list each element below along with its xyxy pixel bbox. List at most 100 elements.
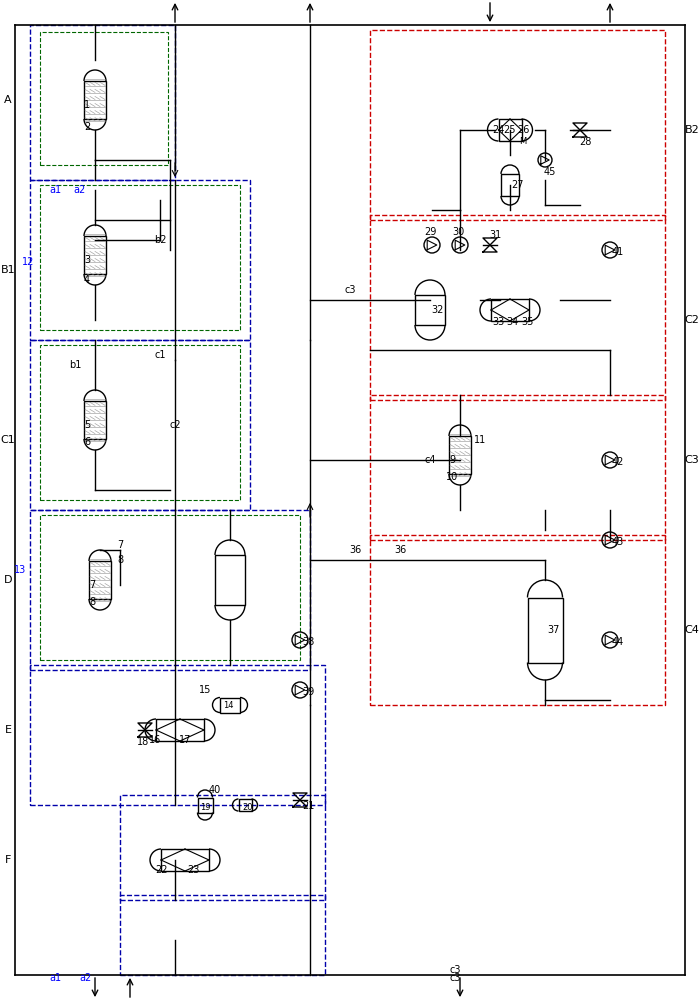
Bar — [370, 395, 665, 540]
Bar — [40, 32, 168, 165]
Text: 8: 8 — [89, 597, 95, 607]
Text: a2: a2 — [79, 973, 91, 983]
Text: 1: 1 — [84, 100, 90, 110]
Text: 19: 19 — [199, 802, 210, 812]
Bar — [30, 340, 250, 510]
Text: 5: 5 — [84, 420, 90, 430]
Text: B2: B2 — [685, 125, 699, 135]
Bar — [84, 81, 106, 119]
Text: A: A — [4, 95, 12, 105]
Bar — [30, 510, 310, 670]
Text: B1: B1 — [1, 265, 15, 275]
Text: b2: b2 — [154, 235, 167, 245]
Bar — [370, 535, 665, 705]
Text: c3: c3 — [449, 973, 461, 983]
Text: 35: 35 — [522, 317, 534, 327]
Text: E: E — [4, 725, 11, 735]
Text: C4: C4 — [685, 625, 699, 635]
Text: 42: 42 — [612, 457, 624, 467]
Text: 2: 2 — [84, 122, 90, 132]
Text: 24: 24 — [492, 125, 504, 135]
Text: 33: 33 — [492, 317, 504, 327]
Text: 29: 29 — [424, 227, 436, 237]
Text: 31: 31 — [489, 230, 501, 240]
Bar — [120, 895, 325, 975]
Bar — [30, 180, 250, 340]
Bar — [84, 236, 106, 274]
Bar — [215, 555, 245, 605]
Text: 16: 16 — [149, 735, 161, 745]
Text: 7: 7 — [117, 540, 123, 550]
Bar — [120, 795, 325, 900]
Bar — [30, 665, 325, 805]
Text: 22: 22 — [155, 865, 168, 875]
Text: 15: 15 — [199, 685, 211, 695]
Text: 6: 6 — [84, 437, 90, 447]
Text: 7: 7 — [89, 580, 95, 590]
Text: b1: b1 — [69, 360, 81, 370]
Bar — [40, 515, 300, 660]
Text: 39: 39 — [302, 687, 314, 697]
Text: 38: 38 — [302, 637, 314, 647]
Text: 10: 10 — [446, 472, 458, 482]
Text: 23: 23 — [187, 865, 199, 875]
Text: 41: 41 — [612, 247, 624, 257]
Text: 11: 11 — [474, 435, 486, 445]
Bar — [370, 30, 665, 220]
Text: 9: 9 — [449, 455, 455, 465]
Text: 32: 32 — [432, 305, 444, 315]
Text: 37: 37 — [547, 625, 559, 635]
Text: 17: 17 — [178, 735, 191, 745]
Text: 21: 21 — [302, 801, 314, 811]
Bar — [528, 597, 563, 662]
Text: 14: 14 — [223, 700, 233, 710]
Text: 36: 36 — [394, 545, 406, 555]
Text: a2: a2 — [74, 185, 86, 195]
Bar — [40, 345, 240, 500]
Text: 34: 34 — [506, 317, 518, 327]
Text: 43: 43 — [612, 537, 624, 547]
Bar — [220, 698, 240, 712]
Text: 44: 44 — [612, 637, 624, 647]
Text: 26: 26 — [517, 125, 529, 135]
Text: 12: 12 — [22, 257, 34, 267]
Bar — [89, 561, 111, 599]
Text: 30: 30 — [452, 227, 464, 237]
Text: 8: 8 — [117, 555, 123, 565]
Bar — [501, 174, 519, 196]
Text: c2: c2 — [169, 420, 181, 430]
Bar — [239, 799, 251, 811]
Bar — [84, 401, 106, 439]
Bar — [40, 185, 240, 330]
Text: 40: 40 — [209, 785, 221, 795]
Bar — [197, 798, 213, 812]
Text: c3: c3 — [344, 285, 356, 295]
Text: 36: 36 — [349, 545, 361, 555]
Bar — [156, 719, 204, 741]
Text: a1: a1 — [49, 185, 61, 195]
Text: 3: 3 — [84, 255, 90, 265]
Text: 20: 20 — [243, 802, 253, 812]
Text: 28: 28 — [579, 137, 592, 147]
Text: c4: c4 — [424, 455, 435, 465]
Bar — [498, 119, 522, 141]
Text: 18: 18 — [137, 737, 149, 747]
Text: 13: 13 — [14, 565, 26, 575]
Text: c1: c1 — [154, 350, 166, 360]
Text: 27: 27 — [511, 180, 524, 190]
Bar — [491, 299, 529, 321]
Text: F: F — [5, 855, 11, 865]
Text: c3: c3 — [449, 965, 461, 975]
Bar — [415, 295, 445, 325]
Text: 25: 25 — [504, 125, 517, 135]
Bar — [370, 215, 665, 400]
Text: a1: a1 — [49, 973, 61, 983]
Text: C2: C2 — [685, 315, 699, 325]
Text: D: D — [4, 575, 13, 585]
Text: M: M — [519, 137, 526, 146]
Text: C1: C1 — [1, 435, 15, 445]
Text: C3: C3 — [685, 455, 699, 465]
Bar — [161, 849, 209, 871]
Text: 45: 45 — [544, 167, 556, 177]
Bar — [449, 436, 471, 474]
